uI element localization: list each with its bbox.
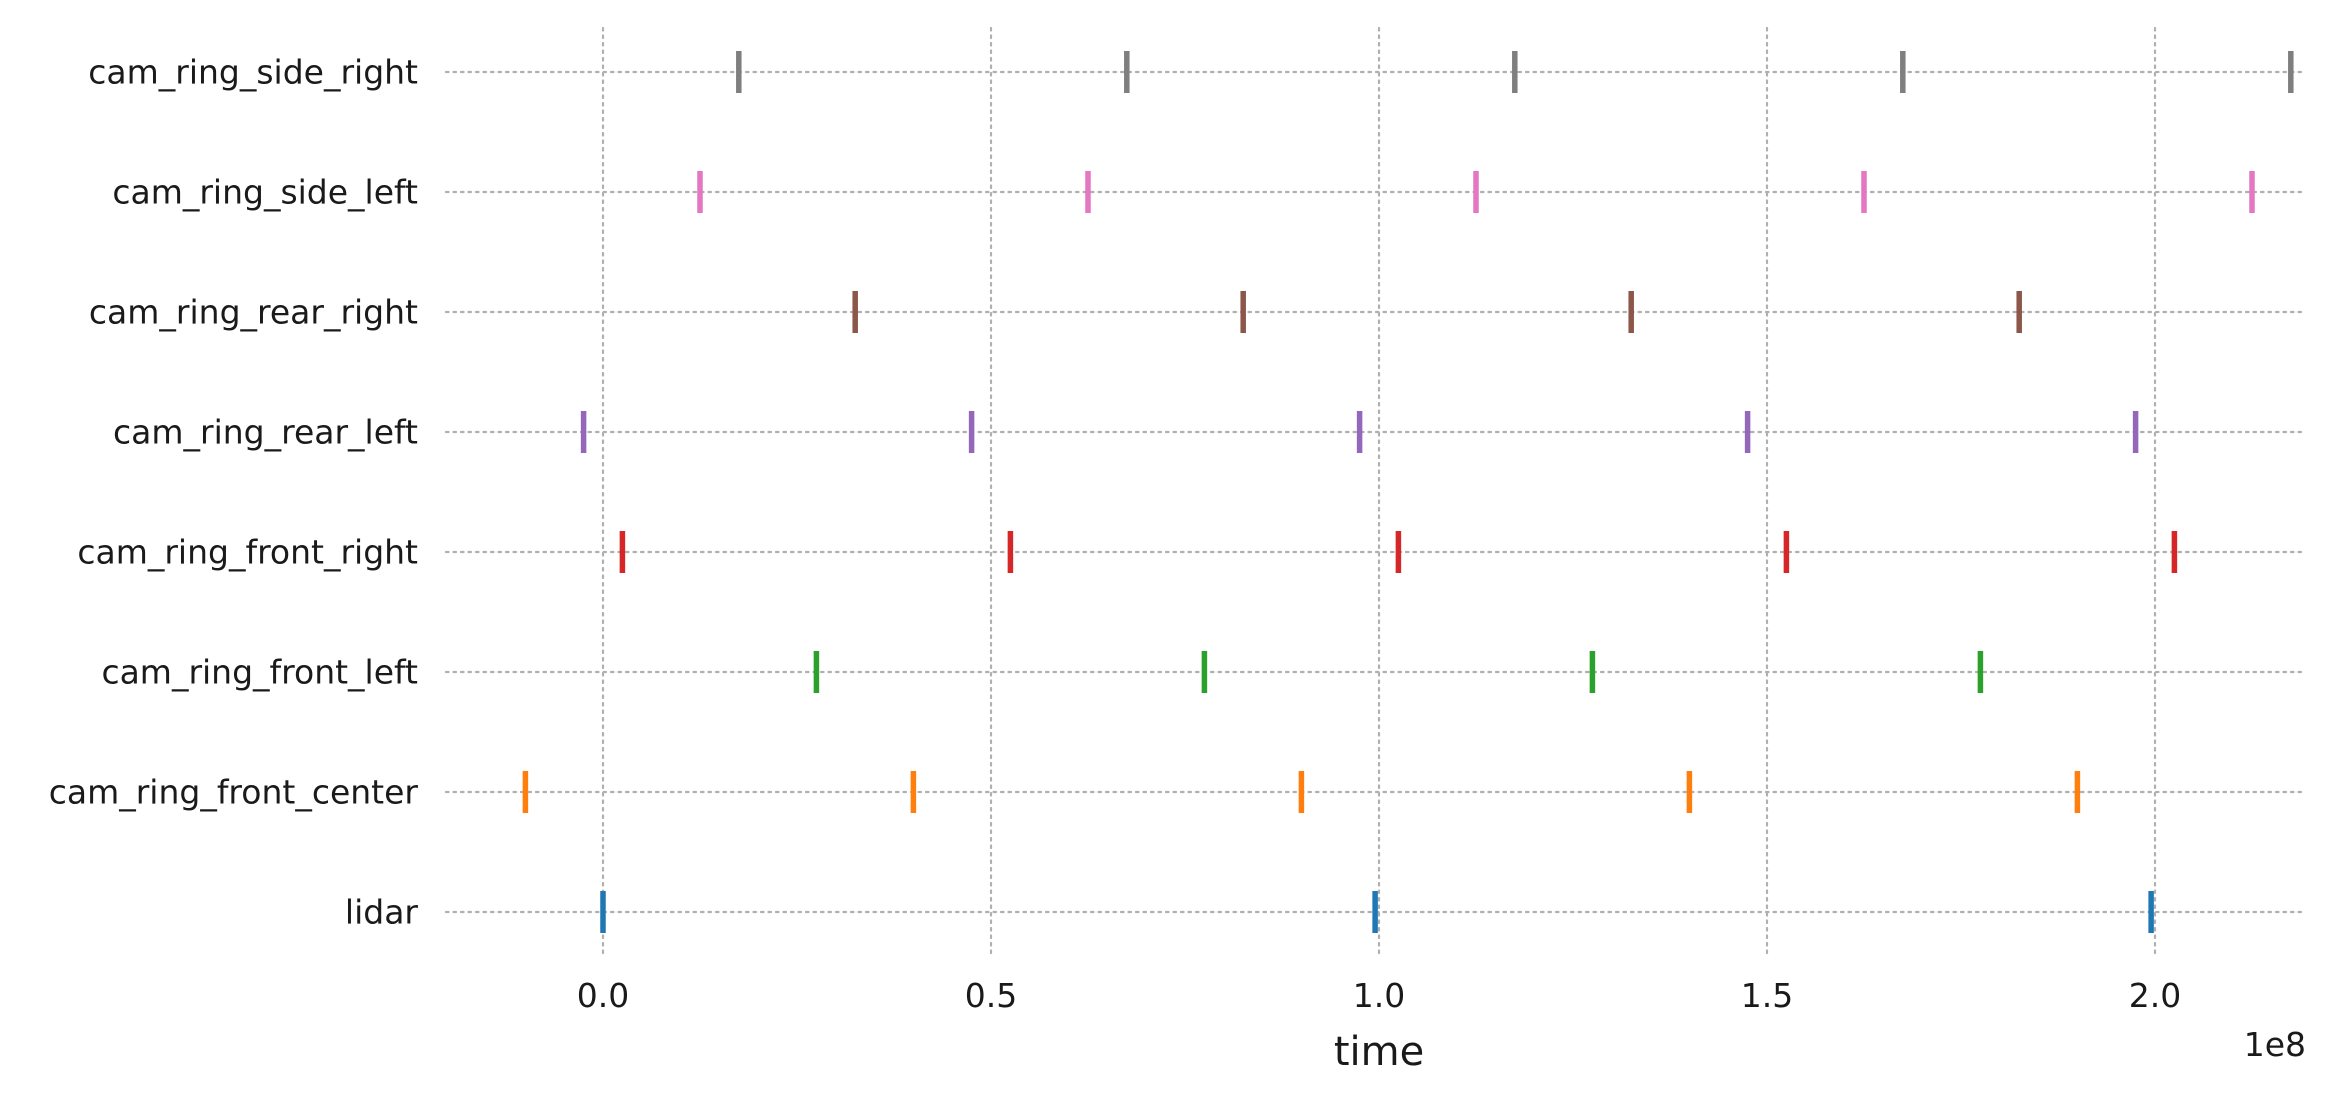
event-tick-cam-ring-side-left (697, 171, 703, 213)
x-axis-label: time (1334, 1029, 1424, 1075)
x-tick-labels: 0.0 0.5 1.0 1.5 2.0 (577, 976, 2181, 1015)
event-tick-cam-ring-front-center (2074, 771, 2081, 813)
event-tick-cam-ring-front-center (522, 771, 529, 813)
event-tick-cam-ring-front-right (1007, 531, 1014, 573)
event-tick-cam-ring-rear-left (2132, 411, 2139, 453)
event-tick-cam-ring-rear-right (1628, 291, 1634, 333)
event-marks (522, 51, 2294, 933)
event-tick-cam-ring-front-center (910, 771, 917, 813)
event-tick-cam-ring-rear-left (580, 411, 587, 453)
event-tick-cam-ring-front-center (1686, 771, 1693, 813)
event-tick-cam-ring-side-right (1900, 51, 1906, 93)
event-tick-cam-ring-side-left (1473, 171, 1479, 213)
event-tick-cam-ring-side-left (1085, 171, 1091, 213)
event-tick-cam-ring-front-right (1783, 531, 1790, 573)
event-tick-cam-ring-front-right (2171, 531, 2178, 573)
event-tick-cam-ring-rear-left (968, 411, 975, 453)
x-tick-label: 1.0 (1353, 976, 1405, 1015)
x-gridlines (601, 26, 2157, 960)
y-tick-label: cam_ring_rear_left (113, 413, 418, 452)
event-tick-cam-ring-side-left (2249, 171, 2255, 213)
event-tick-cam-ring-front-center (1298, 771, 1305, 813)
event-tick-cam-ring-side-right (1512, 51, 1518, 93)
y-tick-label: cam_ring_front_center (49, 773, 419, 812)
event-tick-cam-ring-side-right (736, 51, 742, 93)
event-tick-cam-ring-side-right (2288, 51, 2294, 93)
event-tick-cam-ring-front-left (813, 651, 820, 693)
event-tick-lidar (1372, 891, 1378, 933)
event-tick-cam-ring-rear-right (2016, 291, 2022, 333)
x-tick-label: 1.5 (1741, 976, 1793, 1015)
y-tick-label: cam_ring_side_right (88, 53, 418, 92)
event-tick-cam-ring-rear-left (1356, 411, 1363, 453)
x-axis-offset-label: 1e8 (2244, 1025, 2306, 1064)
event-tick-cam-ring-front-left (1201, 651, 1208, 693)
event-tick-cam-ring-front-right (619, 531, 626, 573)
event-tick-cam-ring-front-left (1977, 651, 1984, 693)
y-tick-label: cam_ring_front_right (77, 533, 418, 572)
event-tick-cam-ring-side-left (1861, 171, 1867, 213)
event-tick-cam-ring-rear-left (1744, 411, 1751, 453)
event-tick-lidar (2148, 891, 2154, 933)
event-tick-cam-ring-front-left (1589, 651, 1596, 693)
y-tick-label: cam_ring_side_left (112, 173, 418, 212)
x-tick-label: 2.0 (2129, 976, 2181, 1015)
event-tick-cam-ring-rear-right (852, 291, 858, 333)
event-tick-cam-ring-front-right (1395, 531, 1402, 573)
y-tick-labels: lidar cam_ring_front_center cam_ring_front… (49, 53, 419, 932)
y-gridlines (444, 70, 2308, 914)
x-tick-label: 0.0 (577, 976, 629, 1015)
event-tick-cam-ring-side-right (1124, 51, 1130, 93)
x-tick-label: 0.5 (965, 976, 1017, 1015)
event-tick-cam-ring-rear-right (1240, 291, 1246, 333)
y-tick-label: lidar (345, 893, 419, 932)
y-tick-label: cam_ring_rear_right (89, 293, 418, 332)
y-tick-label: cam_ring_front_left (101, 653, 418, 692)
event-tick-lidar (600, 891, 606, 933)
